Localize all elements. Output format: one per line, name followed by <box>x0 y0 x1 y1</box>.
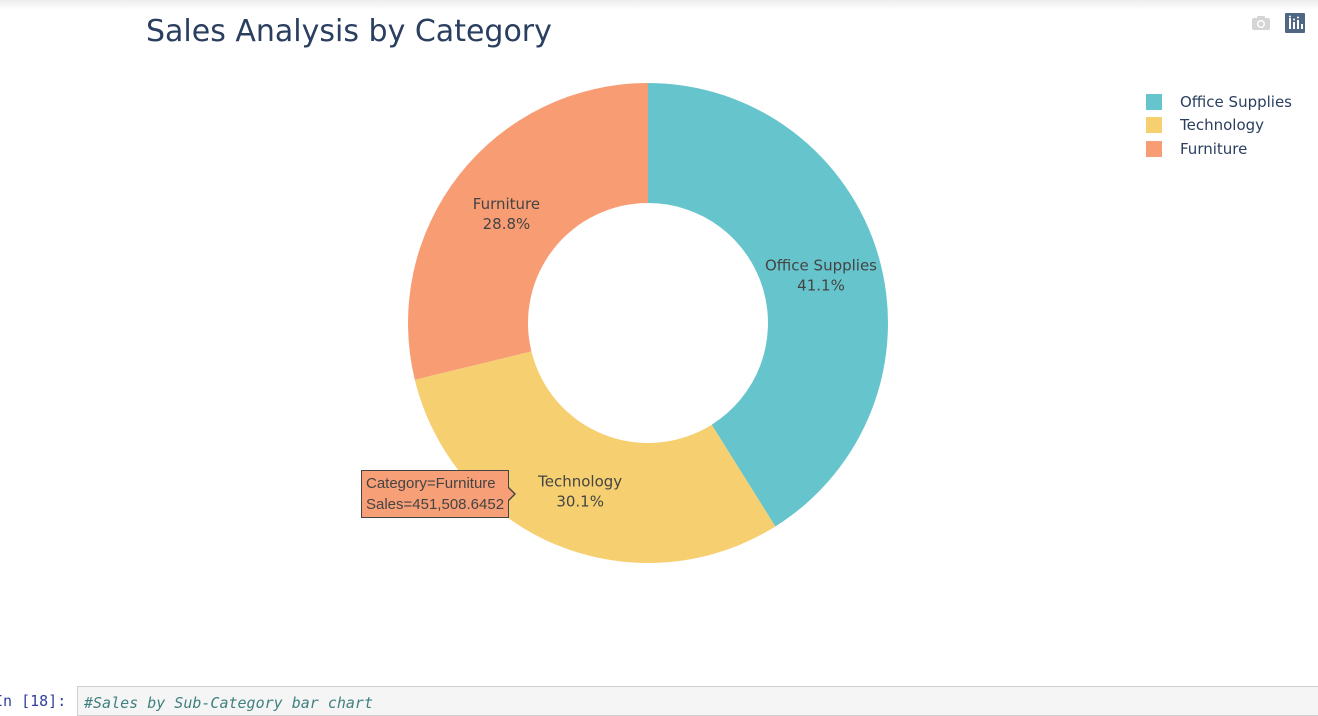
slice-label-name: Technology <box>537 473 622 491</box>
hover-sales: Sales=451,508.6452 <box>366 496 505 513</box>
legend-label: Technology <box>1180 116 1265 135</box>
modebar <box>1250 12 1306 34</box>
legend-item-technology[interactable]: Technology <box>1146 114 1292 138</box>
slice-label-percent: 41.1% <box>797 276 845 294</box>
hover-category: Category=Furniture <box>366 475 496 492</box>
code-editor[interactable]: #Sales by Sub-Category bar chart <box>77 686 1318 716</box>
chart-title: Sales Analysis by Category <box>146 14 552 49</box>
legend-label: Furniture <box>1180 139 1248 158</box>
legend-item-furniture[interactable]: Furniture <box>1146 137 1292 161</box>
legend-swatch <box>1146 140 1162 157</box>
plotly-logo-icon[interactable] <box>1284 12 1306 34</box>
slice-label-percent: 30.1% <box>556 493 604 511</box>
top-shadow <box>0 0 1318 10</box>
slice-office-supplies[interactable] <box>648 83 889 527</box>
slice-label-percent: 28.8% <box>483 215 531 233</box>
code-comment: #Sales by Sub-Category bar chart <box>84 694 373 712</box>
slice-technology[interactable] <box>414 351 776 563</box>
legend-swatch <box>1146 117 1162 134</box>
camera-icon[interactable] <box>1250 12 1272 34</box>
slice-label-name: Furniture <box>473 195 540 213</box>
slice-label-name: Office Supplies <box>765 256 877 274</box>
legend-swatch <box>1146 93 1162 110</box>
slice-furniture[interactable] <box>407 83 648 380</box>
chart-legend: Office Supplies Technology Furniture <box>1146 90 1292 161</box>
legend-item-office-supplies[interactable]: Office Supplies <box>1146 90 1292 114</box>
notebook-cell: In [18]: #Sales by Sub-Category bar char… <box>0 684 1318 716</box>
hover-tooltip: Category=Furniture Sales=451,508.6452 <box>361 470 517 518</box>
cell-prompt: In [18]: <box>0 692 67 710</box>
legend-label: Office Supplies <box>1180 92 1293 111</box>
